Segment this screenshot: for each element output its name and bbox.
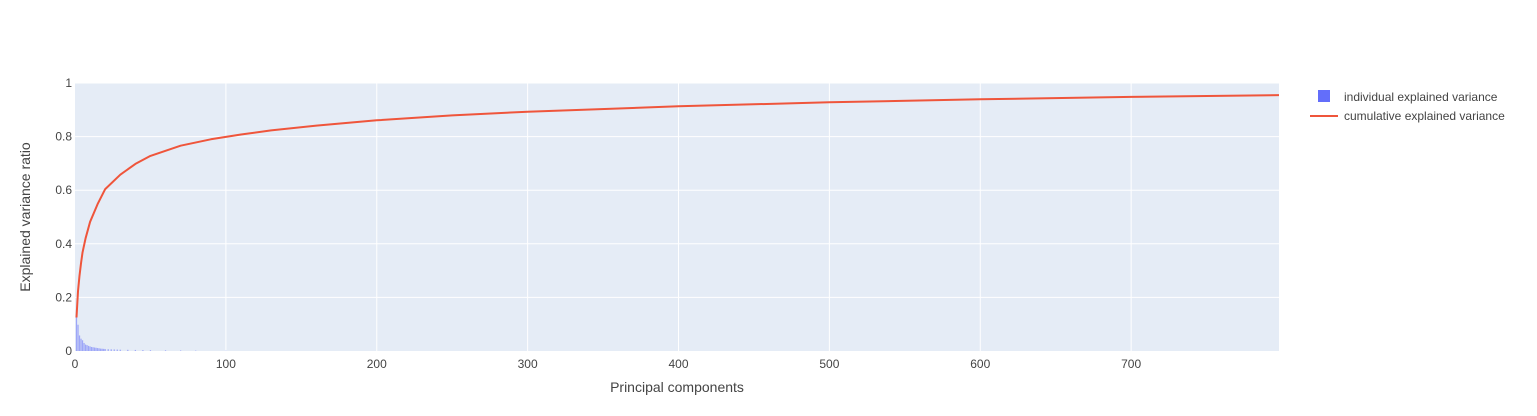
x-tick-label: 400 [668, 357, 688, 371]
x-tick-label: 100 [216, 357, 236, 371]
y-tick-label: 0.8 [55, 130, 72, 144]
y-tick-label: 0.4 [55, 237, 72, 251]
variance-bar [83, 342, 85, 351]
variance-bar [104, 348, 106, 351]
variance-bar [78, 335, 81, 351]
variance-bar [116, 349, 118, 351]
variance-bar [84, 344, 87, 351]
variance-bar [113, 349, 115, 351]
variance-bar [77, 324, 79, 351]
x-tick-label: 300 [518, 357, 538, 371]
x-tick-label: 600 [970, 357, 990, 371]
y-tick-label: 0 [65, 344, 72, 358]
legend-item-individual[interactable]: individual explained variance [1318, 90, 1498, 104]
variance-bar [134, 349, 136, 351]
variance-bar [142, 350, 144, 351]
legend-label-cumulative: cumulative explained variance [1344, 109, 1505, 123]
cumulative-line [75, 94, 1280, 318]
variance-bar [164, 350, 167, 351]
legend-label-individual: individual explained variance [1344, 90, 1498, 104]
variance-bar [100, 348, 102, 351]
variance-bar [101, 348, 103, 351]
y-tick-label: 0.6 [55, 183, 72, 197]
legend-item-cumulative[interactable]: cumulative explained variance [1310, 109, 1505, 123]
variance-bar [127, 349, 129, 351]
legend[interactable]: individual explained variance cumulative… [1310, 90, 1505, 123]
variance-bar [149, 350, 152, 351]
x-tick-label: 700 [1121, 357, 1141, 371]
legend-bar-swatch [1318, 90, 1330, 102]
variance-bar [94, 347, 96, 351]
y-axis-title: Explained variance ratio [17, 142, 33, 292]
variance-bar [92, 347, 94, 351]
line-cumulative-explained-variance [75, 94, 1280, 318]
variance-bar [86, 345, 88, 351]
x-tick-label: 0 [72, 357, 79, 371]
x-axis-title: Principal components [610, 379, 744, 395]
variance-bar [81, 340, 84, 351]
bars-individual-explained-variance [75, 317, 227, 351]
variance-bar [75, 317, 78, 351]
variance-bar [103, 348, 105, 351]
variance-bar [90, 346, 93, 351]
gridlines [75, 82, 1279, 351]
y-axis-ticks: 0 0.2 0.4 0.6 0.8 1 [55, 76, 72, 358]
x-tick-label: 200 [367, 357, 387, 371]
variance-bar [80, 338, 82, 351]
y-tick-label: 0.2 [55, 290, 72, 304]
variance-bar [98, 348, 100, 351]
variance-bar [95, 347, 97, 351]
x-axis-ticks: 0 100 200 300 400 500 600 700 [72, 357, 1142, 371]
variance-bar [180, 350, 182, 351]
plot-area [75, 83, 1279, 351]
variance-bar [110, 349, 112, 351]
variance-bar [87, 345, 90, 351]
variance-bar [97, 348, 99, 351]
variance-bar [107, 349, 109, 351]
variance-bar [119, 349, 121, 351]
variance-bar [89, 346, 91, 351]
x-tick-label: 500 [819, 357, 839, 371]
y-tick-label: 1 [65, 76, 72, 90]
